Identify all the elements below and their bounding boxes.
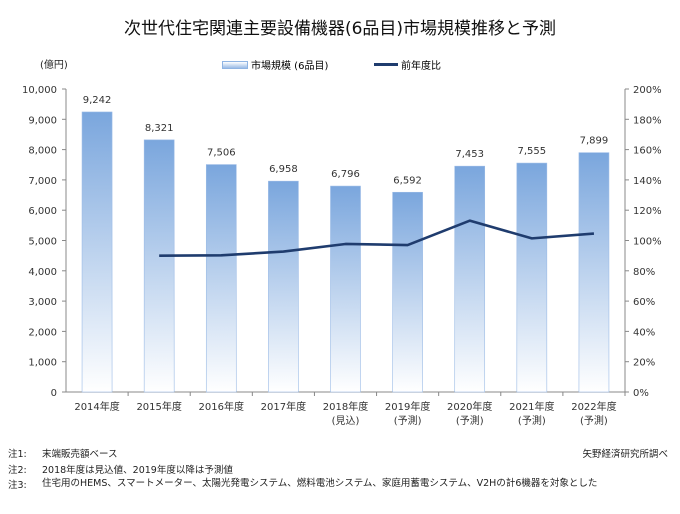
y-tick-label: 4,000 [28,267,57,278]
y-axis-unit: (億円) [40,60,68,71]
legend-item-yoy: 前年度比 [374,57,441,72]
bar [268,180,299,393]
y-tick-label: 2,000 [28,327,57,338]
x-tick-label: 2017年度 [261,400,306,413]
y-tick-label: 10,000 [22,85,57,96]
note-1-label: 注1: [8,449,27,460]
bar [392,191,423,393]
note-2-label: 注2: [8,465,27,476]
x-tick-label: 2019年度 [385,400,430,413]
x-tick-sublabel: (予測) [518,414,546,427]
y2-tick-label: 120% [633,206,662,217]
y-tick-label: 6,000 [28,206,57,217]
legend-label: 前年度比 [401,61,441,72]
y2-tick-label: 20% [633,358,655,369]
legend-line-swatch [374,63,398,66]
x-tick-label: 2022年度 [571,400,616,413]
bar-value-label: 7,453 [455,149,484,160]
bar [330,185,361,393]
bar-value-label: 7,899 [580,136,609,147]
source-text: 矢野経済研究所調べ [582,449,668,460]
bar-value-label: 8,321 [145,123,174,134]
y-tick-label: 0 [51,388,57,399]
bar [143,139,175,393]
x-tick-label: 2014年度 [74,400,119,413]
y2-tick-label: 60% [633,297,655,308]
x-tick-sublabel: (予測) [580,414,608,427]
legend-bar-swatch [222,60,248,69]
y-tick-label: 3,000 [28,297,57,308]
note-2-text: 2018年度は見込値、2019年度以降は予測値 [42,465,233,476]
bar-value-label: 7,555 [518,146,547,157]
y2-tick-label: 0% [633,388,649,399]
y2-tick-label: 200% [633,85,662,96]
y2-tick-label: 140% [633,176,662,187]
y2-tick-label: 80% [633,267,655,278]
y2-tick-label: 160% [633,146,662,157]
y-tick-label: 8,000 [28,146,57,157]
y-tick-label: 9,000 [28,115,57,126]
x-tick-sublabel: (予測) [394,414,422,427]
note-3-text: 住宅用のHEMS、スマートメーター、太陽光発電システム、燃料電池システム、家庭用… [42,478,598,489]
y2-tick-label: 40% [633,327,655,338]
bar-value-label: 6,592 [393,175,422,186]
legend-label: 市場規模 (6品目) [251,61,329,72]
y2-tick-label: 100% [633,237,662,248]
bar-value-label: 6,796 [331,169,360,180]
x-tick-label: 2016年度 [199,400,244,413]
note-1-text: 末端販売額ベース [42,449,118,460]
x-tick-label: 2020年度 [447,400,492,413]
bar [81,111,113,393]
yoy-line [159,219,595,257]
x-tick-label: 2021年度 [509,400,554,413]
x-tick-sublabel: (見込) [332,415,360,427]
plot-area: 0 1,000 2,000 3,000 4,000 5,000 6,000 7,000 8,00… [22,85,662,427]
bar-value-label: 9,242 [83,95,112,106]
bar-value-label: 6,958 [269,164,298,175]
y2-tick-label: 180% [633,115,662,126]
bar [454,165,486,393]
y-tick-label: 5,000 [28,237,57,248]
y-tick-label: 7,000 [28,176,57,187]
x-tick-label: 2015年度 [136,400,181,413]
legend-item-market-size: 市場規模 (6品目) [222,57,328,72]
bar-value-label: 7,506 [207,148,236,159]
chart-title: 次世代住宅関連主要設備機器(6品目)市場規模推移と予測 [123,19,557,39]
y-tick-label: 1,000 [28,358,57,369]
x-tick-label: 2018年度 [323,400,368,413]
bar [578,152,610,393]
bar [516,162,548,393]
note-3-label: 注3: [8,480,27,491]
x-tick-sublabel: (予測) [456,414,484,427]
bar [205,164,237,393]
